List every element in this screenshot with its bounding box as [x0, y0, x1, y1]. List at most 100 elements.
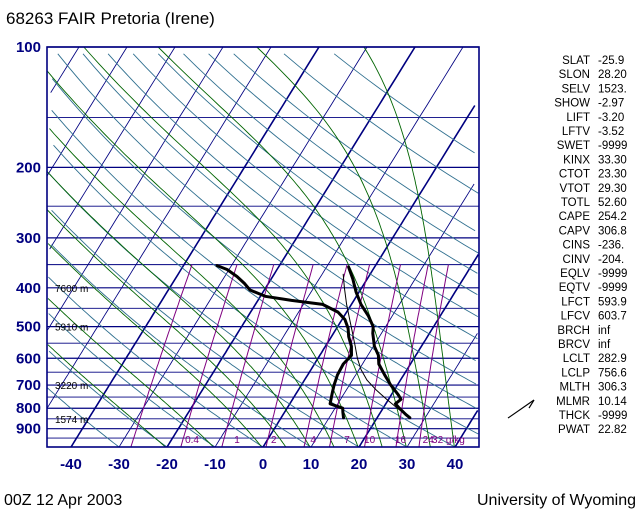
dry-adiabat-line: [48, 350, 168, 448]
isotherm-line: [49, 46, 176, 250]
mixing-ratio-line: [364, 264, 401, 448]
sounding-trace-parcel: [342, 273, 411, 419]
isotherm-line: [50, 46, 80, 93]
parameter-value: 254.2: [598, 211, 627, 223]
height-annotation: 3220 m: [55, 381, 88, 392]
pressure-tick-label: 600: [16, 350, 41, 367]
parameter-value: -9999: [598, 140, 627, 152]
moist-adiabat-line: [47, 243, 263, 448]
moist-adiabat-line: [47, 71, 359, 448]
parameter-value: -3.20: [598, 112, 624, 124]
moist-adiabat-line: [46, 171, 311, 448]
dry-adiabat-line: [48, 313, 216, 448]
isotherm-line: [46, 46, 128, 177]
temperature-tick-label: 40: [447, 456, 464, 473]
dry-adiabat-line: [132, 53, 479, 317]
parameter-value: -204.: [598, 254, 624, 266]
isotherm-line: [214, 46, 464, 448]
dry-adiabat-line: [208, 53, 480, 254]
temperature-tick-label: 10: [303, 456, 320, 473]
isotherm-line: [262, 105, 476, 448]
parameter-key: TOTL: [561, 197, 591, 209]
mixing-ratio-line: [395, 264, 429, 448]
mixing-ratio-line: [329, 264, 371, 448]
mixing-ratio-label: 10: [364, 435, 376, 446]
parameter-key: MLTH: [560, 382, 590, 394]
parameter-key: CTOT: [559, 169, 590, 181]
mixing-ratio-label: 4: [310, 435, 316, 446]
isotherm-line: [46, 46, 272, 409]
mixing-ratio-label: 1: [234, 435, 240, 446]
wind-barb: [507, 399, 535, 419]
dry-adiabat-line: [51, 209, 360, 448]
pressure-tick-label: 800: [16, 400, 41, 417]
parameter-value: 29.30: [598, 183, 627, 195]
isotherm-line: [454, 409, 479, 448]
moist-adiabat-line: [47, 298, 214, 448]
parameter-key: LFTV: [562, 126, 590, 138]
pressure-tick-label: 300: [16, 230, 41, 247]
mixing-ratio-label: 7: [344, 435, 350, 446]
temperature-tick-label: 30: [399, 456, 416, 473]
parameter-key: LIFT: [566, 112, 590, 124]
mixing-ratio-label: 24: [423, 435, 435, 446]
temperature-tick-label: -10: [204, 456, 226, 473]
skewt-grid: [46, 46, 480, 448]
parameter-value: 23.30: [598, 169, 627, 181]
mixing-ratio-label: 16: [395, 435, 407, 446]
parameter-key: SELV: [561, 83, 590, 95]
parameter-value: 282.9: [598, 353, 627, 365]
temperature-tick-label: -40: [60, 456, 82, 473]
temperature-tick-label: -30: [108, 456, 130, 473]
parameter-value: -9999: [598, 268, 627, 280]
dry-adiabat-line: [53, 144, 456, 448]
parameter-key: MLMR: [556, 396, 590, 408]
height-annotation: 7600 m: [55, 284, 88, 295]
pressure-tick-label: 500: [16, 319, 41, 336]
parameter-value: -25.9: [598, 55, 624, 67]
height-annotation: 1574 m: [55, 415, 88, 426]
parameter-key: THCK: [559, 410, 591, 422]
moist-adiabat-line: [46, 209, 287, 448]
parameter-value: 10.14: [598, 396, 627, 408]
parameter-key: BRCV: [558, 339, 590, 351]
parameter-key: EQTV: [559, 282, 591, 294]
isotherm-line: [310, 183, 475, 448]
parameter-value: inf: [598, 325, 611, 337]
parameter-key: LFCV: [561, 311, 591, 323]
parameter-value: 593.9: [598, 296, 627, 308]
dry-adiabat-line: [57, 53, 477, 385]
parameter-value: 306.8: [598, 225, 627, 237]
parameter-key: LCLP: [561, 367, 590, 379]
parameter-key: SHOW: [554, 98, 590, 110]
mixing-ratio-line: [221, 264, 275, 448]
parameter-key: PWAT: [558, 424, 590, 436]
pressure-tick-label: 200: [16, 159, 41, 176]
parameter-value: 52.60: [598, 197, 627, 209]
isotherm-line: [166, 46, 416, 448]
parameter-key: CINV: [563, 254, 591, 266]
pressure-tick-label: 900: [16, 421, 41, 438]
dry-adiabat-line: [183, 53, 478, 274]
sounding-trace-dewpoint: [215, 264, 353, 420]
parameter-key: CINS: [563, 240, 591, 252]
parameter-key: BRCH: [557, 325, 590, 337]
dry-adiabat-line: [48, 276, 264, 448]
wind-barbs: [507, 399, 535, 419]
parameter-key: SWET: [557, 140, 590, 152]
parameter-value: -9999: [598, 282, 627, 294]
parameter-value: -3.52: [598, 126, 624, 138]
mixing-ratio-line: [130, 264, 193, 448]
parameter-value: 33.30: [598, 154, 627, 166]
parameter-value: 756.6: [598, 367, 627, 379]
stability-parameter-panel: SLAT -25.9 SLON 28.20 SELV 1523. SHOW -2.97 LIFT…: [554, 55, 627, 436]
mixing-ratio-line: [418, 264, 449, 448]
mixing-ratio-label: 32 g/kg: [432, 435, 465, 446]
temperature-tick-label: 0: [259, 456, 267, 473]
parameter-key: CAPV: [559, 225, 591, 237]
parameter-key: LFCT: [561, 296, 590, 308]
pressure-tick-label: 100: [16, 39, 41, 56]
source-attribution: University of Wyoming: [477, 492, 636, 509]
